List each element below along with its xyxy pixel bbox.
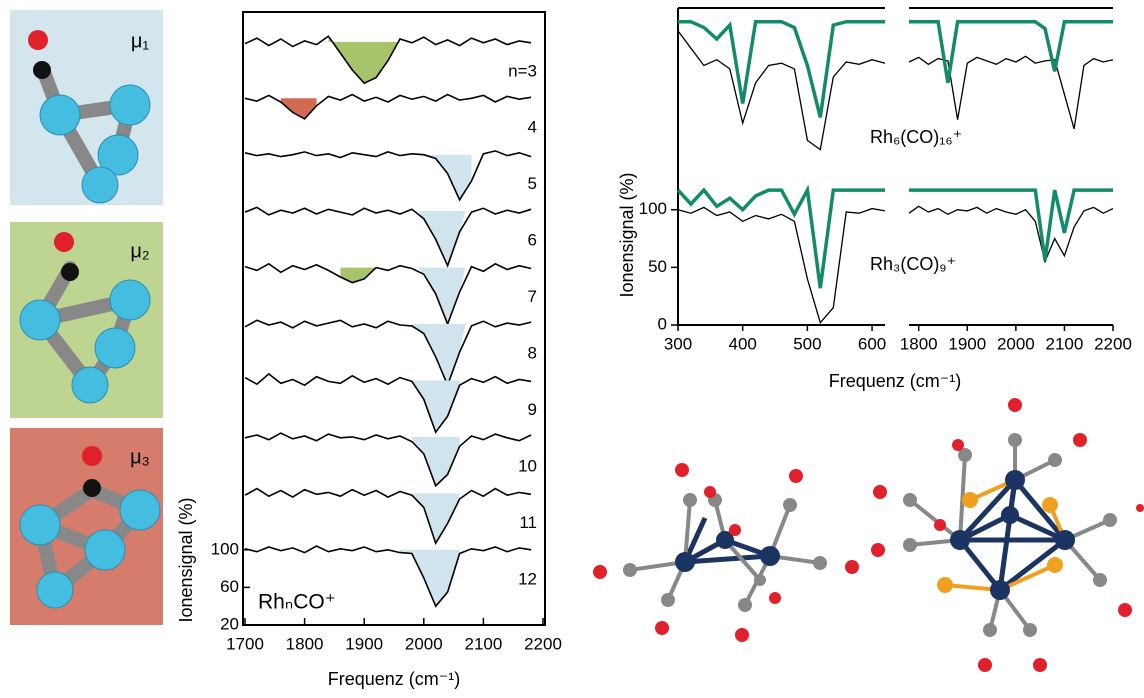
series-label: 5 [528,174,537,193]
x-axis-title: Frequenz (cm⁻¹) [328,669,461,689]
x-tick-label: 500 [793,334,821,353]
structure-label: μ₃ [130,446,150,468]
series-label: Rh₃(CO)₉⁺ [870,254,956,274]
structure-panels: μ₁ μ₂ μ₃ [10,10,163,625]
molecule-rh6 [871,398,1144,672]
spectrum-line [245,489,531,544]
series-label: 11 [519,513,537,532]
x-tick-label: 1800 [900,334,938,353]
y-tick-label: 100 [639,199,667,218]
x-tick-label: 1800 [286,634,324,653]
series-label: n=3 [508,61,537,80]
y-tick-label: 20 [220,614,239,633]
spectrum-line [245,374,531,432]
y-tick-label: 60 [220,577,239,596]
spectrum-line [678,207,885,322]
spectrum-line [245,151,531,200]
figure: μ₁ μ₂ μ₃ n=3456789101 [0,0,1144,693]
y-axis-title: Ionensignal (%) [176,497,196,622]
x-tick-label: 1900 [948,334,986,353]
series-label: 8 [528,344,537,363]
x-tick-label: 2100 [1046,334,1084,353]
series-label: Rh₆(CO)₁₆⁺ [870,127,962,147]
x-axis-title: Frequenz (cm⁻¹) [829,371,962,391]
series-label: 9 [528,400,537,419]
y-axis-title: Ionensignal (%) [617,172,637,297]
y-tick-label: 50 [648,257,667,276]
highlight [412,493,460,543]
x-tick-label: 400 [729,334,757,353]
series-label: 10 [518,456,537,475]
molecule-rh3 [593,463,859,642]
x-tick-label: 2200 [524,634,562,653]
series-label: 7 [528,287,537,306]
spectrum-line [245,207,531,265]
series-label: 12 [518,569,537,588]
calculated-line [678,22,885,118]
spectrum-line [678,31,885,150]
spectrum-line [245,264,531,324]
x-tick-label: 2200 [1094,334,1132,353]
spectrum-line [245,320,531,385]
annotation: RhₙCO⁺ [258,591,336,614]
spectrum-line [909,56,1113,129]
x-tick-label: 300 [664,334,692,353]
y-tick-label: 0 [658,314,667,333]
structure-label: μ₁ [131,30,150,52]
spectrum-line [245,433,531,486]
x-tick-label: 2000 [405,634,443,653]
x-tick-label: 1700 [226,634,264,653]
x-tick-label: 2100 [464,634,502,653]
series-label: 6 [528,231,537,250]
x-tick-label: 2000 [997,334,1035,353]
x-tick-label: 600 [858,334,886,353]
highlight [412,380,460,432]
y-tick-label: 100 [211,539,239,558]
highlight [412,324,466,385]
structure-label: μ₂ [130,240,149,262]
highlight [400,550,460,606]
series-label: 4 [528,118,537,137]
calculated-line [909,190,1113,260]
calculated-line [678,190,885,288]
x-tick-label: 1900 [345,634,383,653]
